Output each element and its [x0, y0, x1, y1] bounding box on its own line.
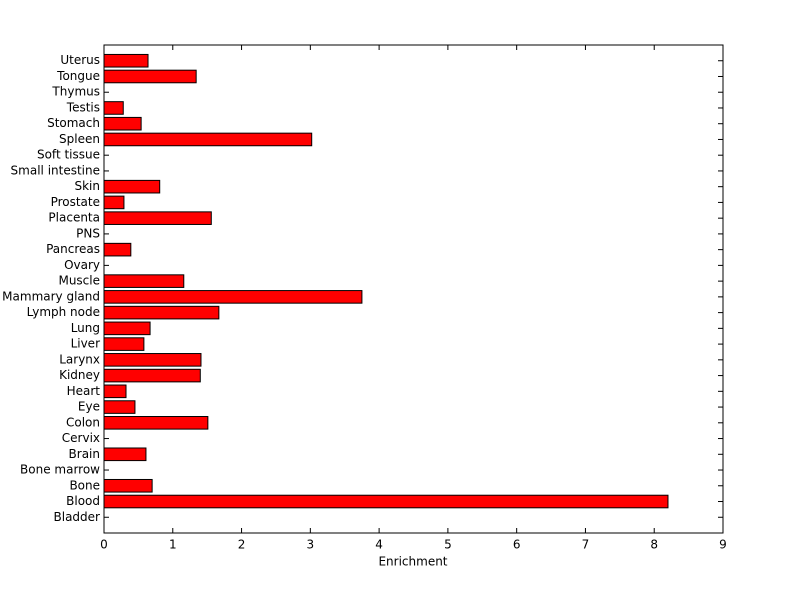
y-tick-label: Heart: [67, 384, 101, 398]
x-tick-label: 0: [100, 538, 108, 552]
y-tick-label: Lung: [71, 321, 100, 335]
y-tick-label: Colon: [66, 415, 100, 429]
y-tick-label: Brain: [69, 447, 100, 461]
y-tick-label: Bone: [69, 478, 100, 492]
x-tick-label: 6: [513, 538, 521, 552]
x-tick-label: 5: [444, 538, 452, 552]
y-tick-label: Placenta: [48, 211, 100, 225]
y-tick-label: Bone marrow: [20, 463, 100, 477]
plot-frame: [103, 44, 724, 534]
bar: [103, 116, 142, 131]
x-tick-label: 8: [650, 538, 658, 552]
y-tick-label: Liver: [71, 337, 101, 351]
y-tick-label: Testis: [66, 100, 100, 114]
x-axis-label: Enrichment: [378, 555, 447, 569]
bar: [103, 242, 132, 257]
bar: [103, 400, 136, 414]
y-tick-label: Thymus: [51, 85, 100, 99]
y-tick-label: Bladder: [54, 510, 101, 524]
y-tick-label: Skin: [74, 179, 100, 193]
bar: [103, 478, 153, 493]
bar: [103, 494, 669, 509]
bar: [103, 368, 201, 383]
bar: [103, 305, 220, 320]
x-tick-label: 1: [169, 538, 177, 552]
y-tick-label: Soft tissue: [37, 148, 100, 162]
x-tick-label: 2: [238, 538, 246, 552]
x-tick-label: 9: [719, 538, 727, 552]
y-tick-label: Larynx: [59, 352, 100, 366]
bar: [103, 384, 127, 399]
y-tick-label: Small intestine: [11, 163, 100, 177]
y-tick-label: Spleen: [59, 132, 100, 146]
bar: [103, 274, 185, 288]
bar: [103, 69, 197, 84]
bar: [103, 179, 161, 194]
y-tick-label: Mammary gland: [2, 289, 100, 303]
y-tick-label: Muscle: [58, 274, 100, 288]
x-tick-label: 3: [307, 538, 315, 552]
bar: [103, 447, 147, 462]
bar: [103, 353, 202, 367]
bar: [103, 416, 209, 430]
y-tick-label: Prostate: [51, 195, 100, 209]
bar: [103, 132, 313, 147]
y-tick-label: Tongue: [56, 69, 100, 83]
y-tick-label: Ovary: [64, 258, 100, 272]
bar: [103, 211, 212, 225]
y-tick-label: Stomach: [47, 116, 100, 130]
bar: [103, 337, 145, 351]
y-tick-label: Eye: [78, 400, 100, 414]
y-tick-label: Kidney: [59, 368, 100, 382]
y-tick-label: Lymph node: [27, 305, 100, 319]
bar: [103, 321, 151, 336]
bar: [103, 195, 125, 210]
bar: [103, 53, 149, 68]
y-tick-label: Uterus: [60, 53, 100, 67]
y-tick-label: Cervix: [62, 431, 100, 445]
x-tick-label: 7: [582, 538, 590, 552]
x-tick-label: 4: [375, 538, 383, 552]
bar: [103, 290, 363, 304]
y-tick-label: Blood: [66, 494, 100, 508]
y-tick-label: PNS: [76, 226, 100, 240]
y-tick-label: Pancreas: [46, 242, 100, 256]
bar: [103, 101, 124, 115]
